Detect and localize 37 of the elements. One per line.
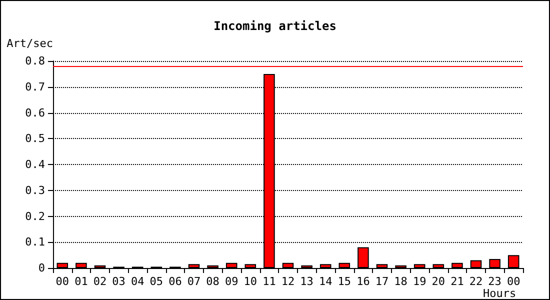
y-tick-label: 0.7 [25,80,45,94]
x-tick-label: 18 [394,275,408,288]
y-tick-label: 0.8 [25,54,45,68]
x-tick-label: 00 [56,275,70,288]
x-tick-label: 05 [150,275,164,288]
x-tick-label: 21 [450,275,464,288]
x-tick-label: 02 [93,275,107,288]
y-tick-label: 0.2 [25,210,45,223]
y-tick-label: 0.5 [25,132,45,146]
x-tick-label: 20 [432,275,446,288]
y-tick-label: 0.4 [25,158,46,171]
y-tick-label: 0.6 [25,106,45,120]
x-tick-label: 09 [224,275,238,288]
x-tick-label: 01 [74,275,88,288]
x-tick-label: 17 [375,275,389,288]
y-tick-label: 0 [38,262,45,274]
x-tick-label: 14 [318,275,333,288]
chart-title: Incoming articles [214,19,336,33]
y-tick-label: 0.1 [25,236,45,249]
x-tick-label: 04 [130,275,145,288]
x-tick-label: 06 [168,275,182,288]
x-tick-label: 12 [281,275,295,288]
x-axis-title: Hours [483,287,516,300]
x-tick-label: 15 [338,275,352,288]
x-tick-label: 00 [506,275,520,288]
x-tick-label: 22 [469,275,483,288]
x-tick-label: 11 [262,275,276,288]
x-tick-label: 10 [244,275,258,288]
y-tick-label: 0.3 [25,184,45,197]
x-tick-label: 03 [112,275,126,288]
x-tick-label: 16 [356,275,370,288]
x-tick-label: 19 [412,275,426,288]
x-tick-label: 23 [488,275,502,288]
x-tick-label: 08 [206,275,220,288]
x-tick-label: 13 [300,275,314,288]
y-axis-title: Art/sec [6,37,53,50]
x-tick-label: 07 [187,275,201,288]
